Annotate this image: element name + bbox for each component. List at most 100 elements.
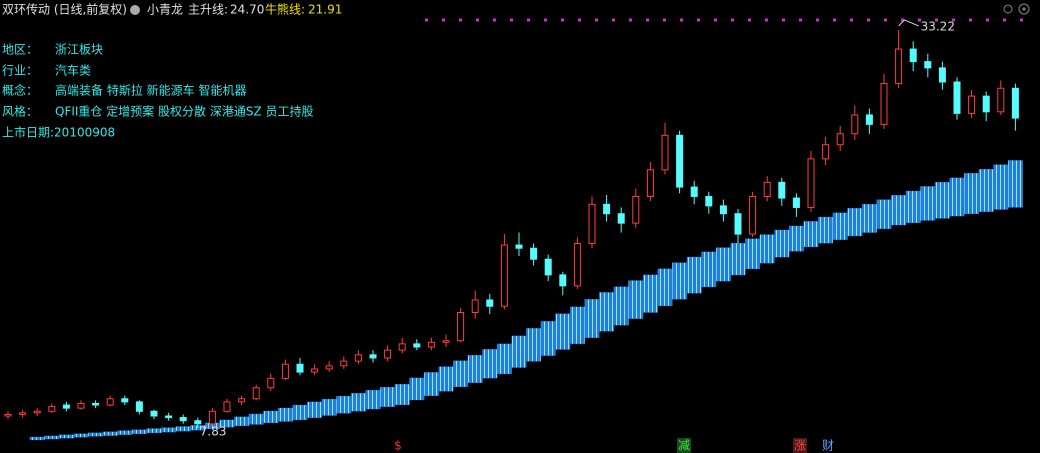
- event-marker[interactable]: 减: [678, 439, 690, 453]
- candle-body: [632, 195, 640, 224]
- event-box: [677, 438, 691, 453]
- info-label: 地区：: [2, 43, 38, 57]
- band-bar: [263, 410, 279, 424]
- dropdown-icon[interactable]: [130, 5, 140, 15]
- info-value: QFII重仓 定增预案 股权分散 深港通SZ 员工持股: [55, 104, 314, 119]
- band-bar: [482, 349, 498, 379]
- candle-body: [165, 415, 173, 419]
- band-bar: [29, 436, 45, 441]
- settings-icon[interactable]: [1003, 4, 1013, 14]
- candle-body: [92, 402, 100, 406]
- candle-body: [778, 181, 786, 199]
- candle-body: [369, 354, 377, 359]
- candle-body: [968, 95, 976, 114]
- candle-body: [530, 247, 538, 260]
- band-bar: [569, 306, 585, 345]
- event-marker[interactable]: 涨: [794, 438, 806, 453]
- candle-body: [544, 258, 552, 276]
- bull-value: 21.91: [308, 3, 342, 17]
- event-marker[interactable]: 财: [822, 439, 834, 453]
- high-pointer: [898, 19, 919, 27]
- band-bar: [496, 343, 512, 375]
- candle-body: [398, 343, 406, 351]
- band-bar: [526, 328, 542, 362]
- candle-body: [281, 363, 289, 379]
- band-bar: [788, 225, 804, 252]
- candle-body: [267, 377, 275, 389]
- band-bar: [876, 199, 892, 229]
- candle-body: [19, 412, 27, 415]
- band-bar: [584, 299, 600, 338]
- target-icon[interactable]: [1018, 3, 1030, 15]
- candle-body: [559, 274, 567, 287]
- candle-body: [384, 349, 392, 359]
- high-label: 33.22: [921, 19, 955, 33]
- band-bar: [920, 186, 936, 221]
- band-bar: [555, 313, 571, 350]
- candle-body: [135, 401, 143, 412]
- band-bar: [730, 243, 746, 276]
- candle-body: [763, 181, 771, 197]
- band-bar: [321, 398, 337, 416]
- band-bar: [613, 286, 629, 326]
- band-bar: [117, 430, 133, 435]
- band-bar: [88, 432, 104, 437]
- band-bar: [949, 177, 965, 217]
- candle-body: [603, 203, 611, 215]
- candle-body: [705, 195, 713, 207]
- band-bar: [131, 429, 147, 435]
- band-bar: [715, 247, 731, 282]
- event-marker[interactable]: $: [394, 439, 402, 453]
- band-bar: [350, 393, 366, 412]
- candle-body: [588, 203, 596, 245]
- candle-body: [895, 48, 903, 85]
- candle-body: [325, 365, 333, 370]
- candle-body: [457, 312, 465, 342]
- band-bar: [248, 413, 264, 425]
- candle-body: [238, 398, 246, 403]
- candle-body: [296, 363, 304, 373]
- listing-date: 上市日期:20100908: [2, 125, 115, 140]
- info-value: 浙江板块: [55, 43, 103, 57]
- band-bar: [818, 216, 834, 244]
- band-bar: [759, 234, 775, 264]
- band-bar: [511, 335, 527, 368]
- header: 双环传动 (日线,前复权) 小青龙 主升线: 24.70 牛熊线: 21.91: [2, 2, 1030, 17]
- candle-body: [413, 343, 421, 348]
- band-bar: [657, 268, 673, 307]
- band-bar: [701, 251, 717, 288]
- band-bar: [672, 262, 688, 300]
- band-bar: [336, 395, 352, 414]
- band-bar: [686, 256, 702, 294]
- band-bar: [292, 404, 308, 421]
- candle-body: [1011, 87, 1019, 119]
- candle-body: [442, 340, 450, 343]
- info-label: 行业：: [2, 64, 38, 78]
- band-bar: [161, 427, 177, 433]
- candle-body: [77, 402, 85, 409]
- band-bar: [453, 360, 469, 387]
- band-bar: [44, 435, 60, 440]
- candle-body: [354, 354, 362, 362]
- candle-body: [851, 114, 859, 135]
- candle-body: [676, 134, 684, 188]
- info-label: 概念：: [2, 83, 38, 98]
- candle-body: [150, 410, 158, 417]
- events: $ 减 涨 财: [394, 438, 834, 453]
- band-bar: [394, 384, 410, 406]
- candle-body: [515, 244, 523, 249]
- band-bar: [934, 182, 950, 219]
- candle-body: [208, 410, 216, 425]
- band-bar: [891, 195, 907, 226]
- candle-body: [500, 244, 508, 307]
- candle-body: [982, 95, 990, 113]
- candle-body: [179, 417, 187, 422]
- band-bar: [175, 426, 191, 432]
- band-bar: [905, 190, 921, 223]
- main-label: 主升线:: [188, 3, 228, 17]
- band-bar: [832, 212, 848, 240]
- candle-body: [953, 81, 961, 114]
- band-bar: [146, 428, 162, 434]
- event-box: [793, 438, 807, 453]
